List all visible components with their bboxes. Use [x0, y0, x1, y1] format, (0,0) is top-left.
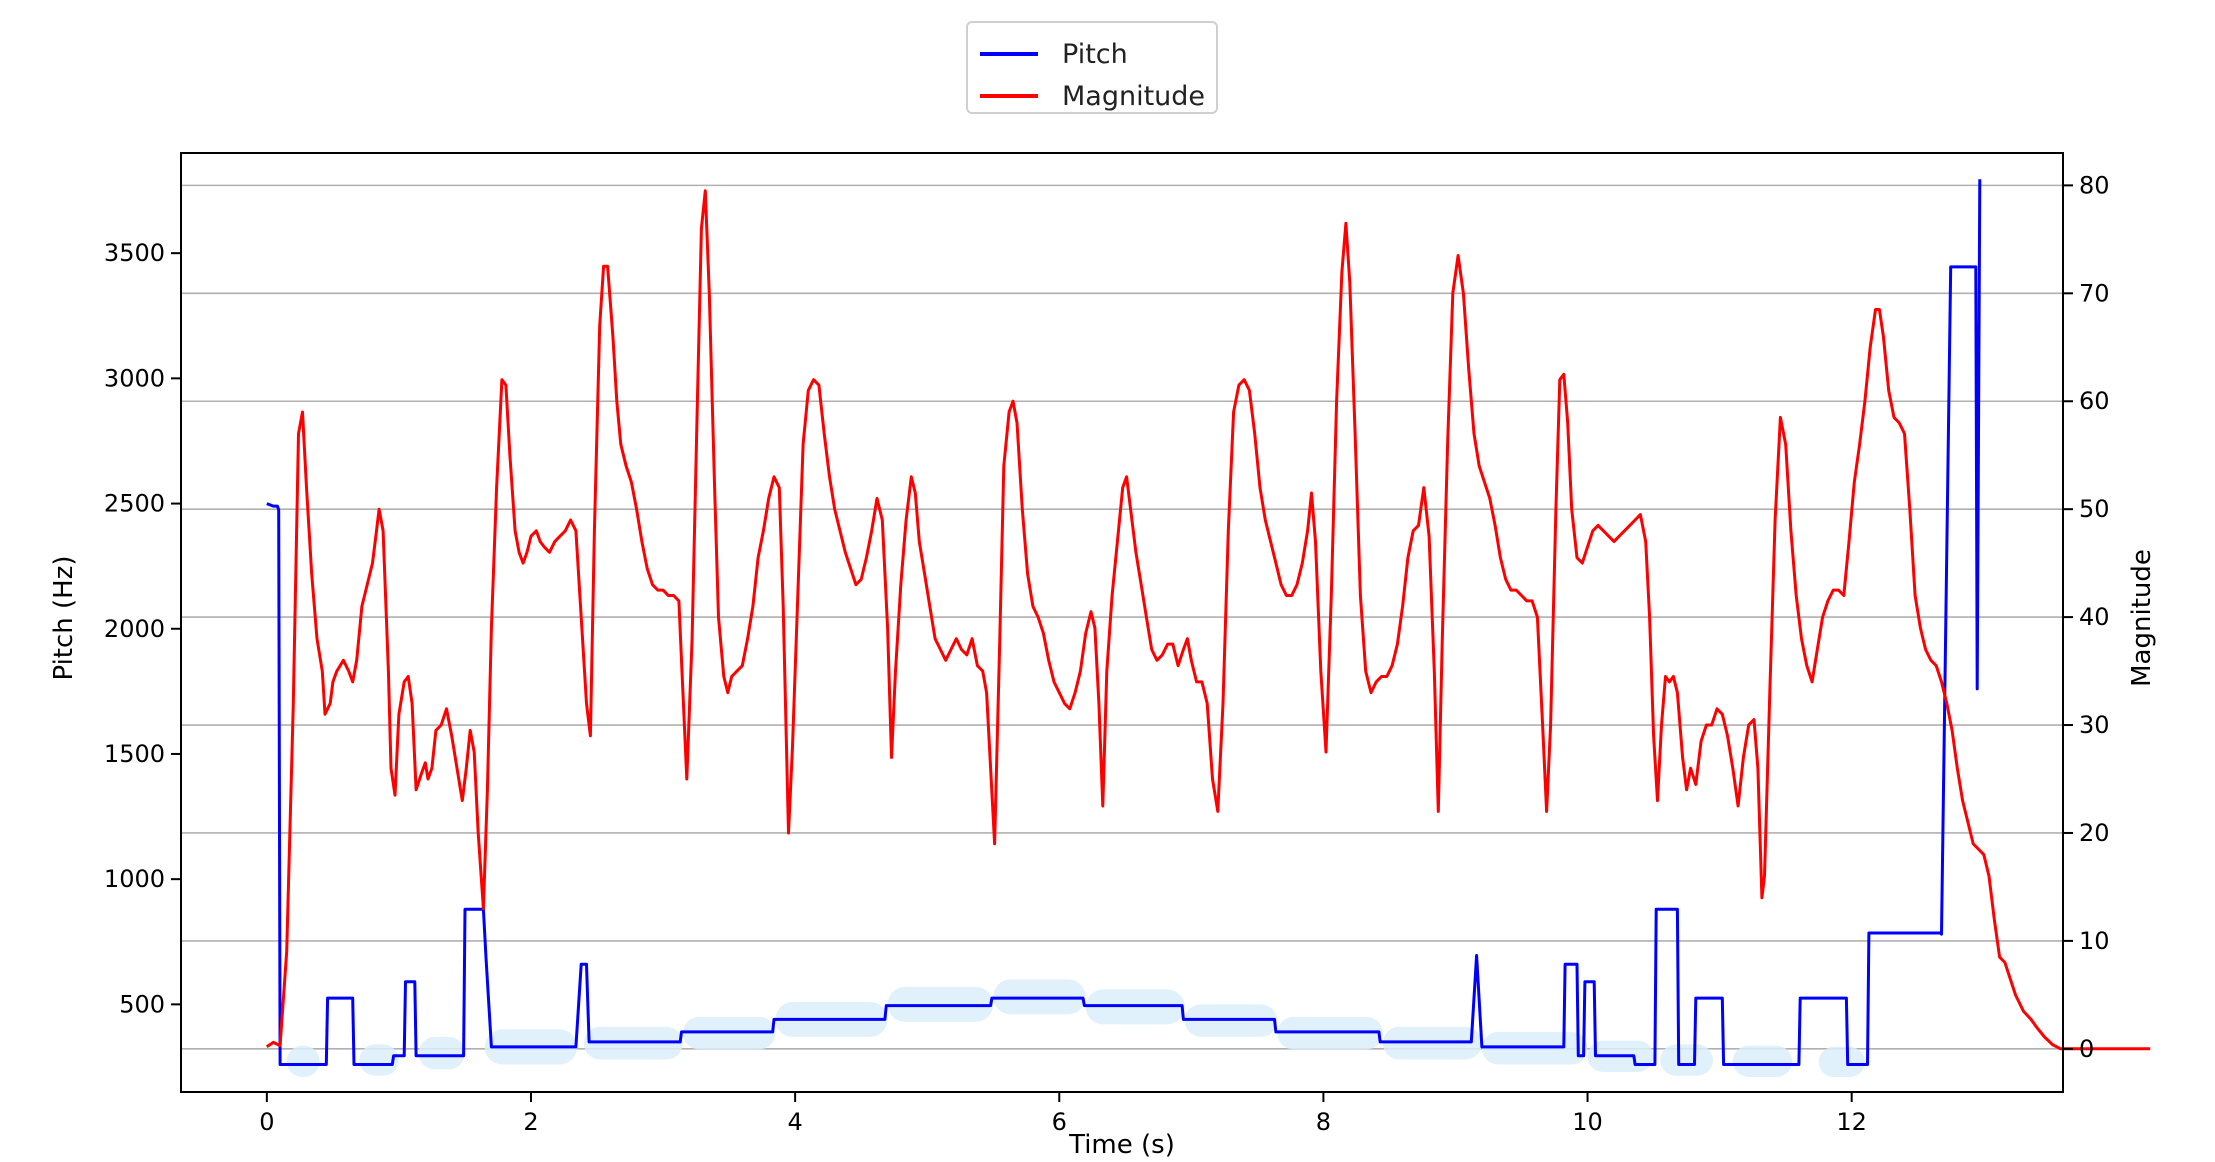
x-tick-label: 6: [1052, 1108, 1067, 1136]
y-left-tick-label: 2500: [104, 490, 165, 518]
y-left-tick-label: 500: [119, 990, 165, 1018]
x-tick-label: 0: [259, 1108, 274, 1136]
plot-background: [181, 153, 2063, 1092]
y-left-tick-label: 1000: [104, 865, 165, 893]
legend-label-pitch: Pitch: [1062, 38, 1128, 70]
y-right-tick-label: 70: [2079, 279, 2110, 307]
y-right-tick-label: 30: [2079, 711, 2110, 739]
shaded-band: [418, 1036, 465, 1070]
plot-frame: [180, 152, 2064, 1093]
legend-label-magnitude: Magnitude: [1062, 80, 1206, 112]
x-tick-label: 10: [1572, 1108, 1603, 1136]
shaded-band: [1732, 1045, 1793, 1077]
axes: 0 2 4 6 8 10 12 500 1000 1500 2000 2500 3000 3500 0 10 2…: [104, 152, 2110, 1136]
x-tick-label: 4: [787, 1108, 802, 1136]
series-layer: [265, 179, 2151, 1066]
legend-item-pitch: Pitch: [980, 38, 1128, 70]
legend-item-magnitude: Magnitude: [980, 80, 1206, 112]
y-right-tick-label: 0: [2079, 1035, 2094, 1063]
shaded-band: [286, 1045, 320, 1077]
x-axis-label: Time (s): [1068, 1130, 1175, 1160]
y-right-tick-label: 60: [2079, 387, 2110, 415]
shaded-band: [1818, 1046, 1865, 1077]
y-right-tick-label: 50: [2079, 495, 2110, 523]
series-line-magnitude: [265, 189, 2151, 1051]
y-left-tick-label: 3000: [104, 364, 165, 392]
legend-swatch-magnitude: [980, 94, 1038, 98]
y-axis-left-label: Pitch (Hz): [49, 555, 79, 680]
x-tick-label: 8: [1316, 1108, 1331, 1136]
y-left-tick-label: 2000: [104, 615, 165, 643]
shaded-band: [359, 1044, 399, 1076]
y-right-tick-label: 20: [2079, 819, 2110, 847]
plot-area: [181, 153, 2063, 1092]
y-left-tick-label: 3500: [104, 239, 165, 267]
legend: Pitch Magnitude: [966, 21, 1218, 114]
y-left-tick-label: 1500: [104, 740, 165, 768]
y-axis-right-label: Magnitude: [2127, 549, 2157, 687]
y-right-tick-label: 80: [2079, 171, 2110, 199]
x-tick-label: 2: [523, 1108, 538, 1136]
x-tick-label: 12: [1836, 1108, 1867, 1136]
series-line-pitch: [266, 179, 1982, 1066]
y-right-tick-label: 10: [2079, 927, 2110, 955]
y-right-tick-label: 40: [2079, 603, 2110, 631]
legend-swatch-pitch: [980, 52, 1038, 56]
shaded-band: [1660, 1044, 1714, 1076]
